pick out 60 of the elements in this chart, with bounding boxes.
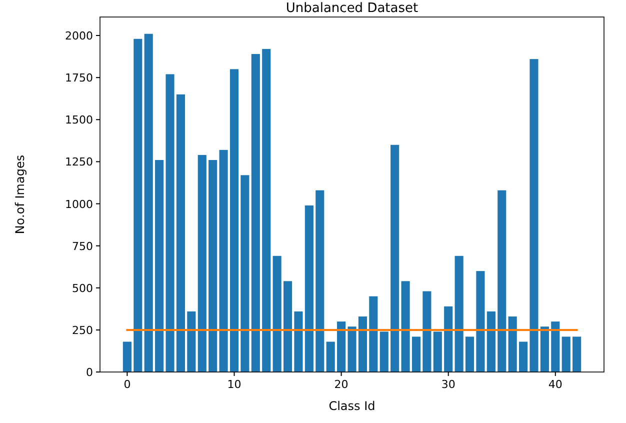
bar: [486, 311, 496, 372]
bar: [454, 256, 464, 372]
bar: [348, 326, 356, 372]
bar: [240, 175, 250, 372]
y-tick-label: 250: [72, 324, 93, 337]
x-axis-title: Class Id: [328, 399, 376, 413]
x-tick-label: 20: [334, 378, 348, 391]
bar: [337, 322, 346, 372]
bar: [412, 336, 421, 372]
y-tick-label: 1250: [65, 156, 93, 169]
bar: [262, 48, 271, 372]
bar: [358, 316, 367, 372]
bar: [166, 74, 174, 372]
bar: [401, 281, 410, 372]
y-tick-label: 500: [72, 282, 93, 295]
bar: [562, 336, 570, 372]
x-tick-label: 10: [227, 378, 242, 391]
y-tick-label: 1000: [65, 198, 93, 211]
x-tick-label: 0: [124, 378, 131, 391]
bar: [551, 322, 560, 372]
bar: [498, 190, 506, 372]
bar: [176, 94, 185, 372]
bar: [187, 311, 196, 372]
bar: [155, 160, 164, 372]
bar: [122, 342, 132, 372]
bar: [219, 150, 228, 372]
bar: [283, 281, 292, 372]
y-tick-label: 2000: [65, 30, 93, 43]
y-tick-label: 0: [86, 366, 93, 379]
bar: [519, 342, 528, 372]
bar: [294, 311, 303, 372]
bar: [380, 332, 388, 372]
bar: [476, 271, 485, 372]
bar: [390, 144, 400, 372]
bar: [208, 160, 218, 372]
bar: [369, 296, 378, 372]
x-tick-label: 30: [441, 378, 456, 391]
bar: [304, 205, 314, 372]
bar: [316, 190, 324, 372]
bar: [444, 306, 453, 372]
bar: [508, 316, 517, 372]
bar: [465, 336, 474, 372]
bar: [230, 69, 239, 372]
bar: [326, 342, 335, 372]
y-tick-label: 750: [72, 240, 93, 253]
y-tick-label: 1500: [65, 114, 93, 127]
chart-title: Unbalanced Dataset: [286, 1, 418, 16]
x-tick-label: 40: [548, 378, 562, 391]
y-tick-label: 1750: [65, 72, 93, 85]
bar: [272, 256, 282, 372]
bar: [198, 154, 206, 372]
bar: [572, 336, 582, 372]
bar: [134, 38, 142, 372]
bar: [251, 54, 260, 372]
bar: [144, 34, 153, 372]
bar: [530, 59, 538, 372]
bar: [540, 326, 549, 372]
bar: [422, 291, 432, 372]
bar: [433, 332, 442, 372]
y-axis-title: No.of Images: [13, 154, 27, 234]
